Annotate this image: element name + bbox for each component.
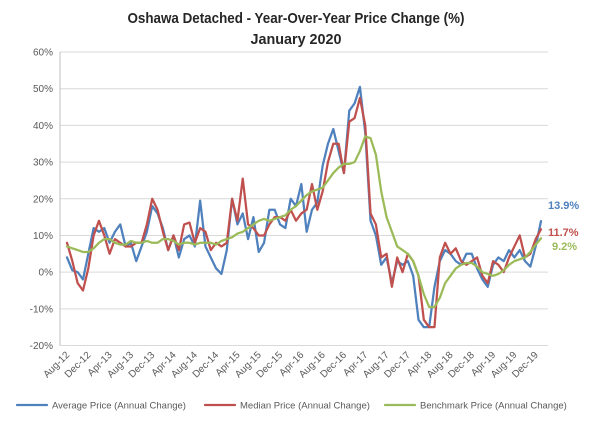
legend-item-benchmark-price: Benchmark Price (Annual Change) [383,401,567,412]
y-tick-label: 40% [33,121,53,132]
y-tick-label: 10% [33,231,53,242]
legend-item-average-price: Average Price (Annual Change) [15,401,186,412]
end-label-average-price: 13.9% [548,200,579,212]
y-tick-label: 30% [33,158,53,169]
chart-title: Oshawa Detached - Year-Over-Year Price C… [128,10,465,27]
legend-label-average-price: Average Price (Annual Change) [52,401,186,412]
series-lines [65,85,543,329]
end-label-benchmark-price: 9.2% [552,241,577,253]
y-tick-label: -10% [30,304,53,315]
chart-subtitle: January 2020 [251,31,342,48]
y-tick-label: 20% [33,194,53,205]
legend-item-median-price: Median Price (Annual Change) [203,401,370,412]
legend: Average Price (Annual Change) Median Pri… [15,401,567,412]
y-tick-label: 60% [33,48,53,59]
y-tick-label: 50% [33,84,53,95]
series-line-average-price [65,85,543,329]
legend-label-benchmark-price: Benchmark Price (Annual Change) [420,401,567,412]
y-tick-label: 0% [39,268,54,279]
series-line-benchmark-price [65,135,543,309]
y-axis-tick-labels: 60% 50% 40% 30% 20% 10% 0% -10% -20% [30,48,53,353]
x-axis-tick-labels: Aug-12Dec-12Apr-13Aug-13Dec-13Apr-14Aug-… [42,350,542,381]
legend-label-median-price: Median Price (Annual Change) [240,401,370,412]
y-tick-label: -20% [30,341,53,352]
end-label-median-price: 11.7% [548,227,579,239]
series-line-median-price [65,96,543,329]
